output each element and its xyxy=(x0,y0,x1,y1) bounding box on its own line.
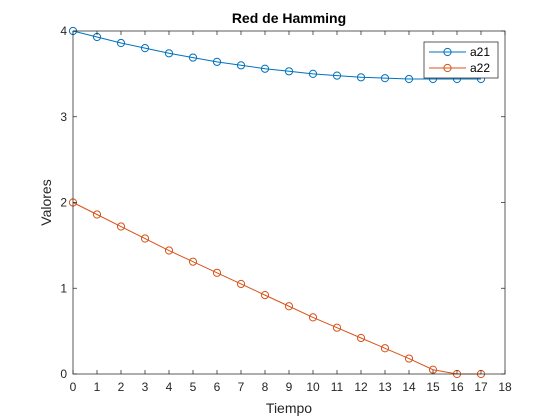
data-point-a22 xyxy=(236,279,246,289)
plot-area xyxy=(73,31,505,374)
x-tick-label: 6 xyxy=(214,380,221,394)
x-tick-label: 18 xyxy=(498,380,512,394)
x-tick-label: 9 xyxy=(286,380,293,394)
y-tick-label: 2 xyxy=(60,196,67,210)
y-tick-label: 4 xyxy=(60,24,67,38)
y-tick-label: 0 xyxy=(60,367,67,381)
x-tick-label: 4 xyxy=(166,380,173,394)
data-point-a21 xyxy=(236,61,246,70)
x-tick-label: 0 xyxy=(70,380,77,394)
data-point-a22 xyxy=(188,257,198,266)
data-point-a21 xyxy=(116,38,126,48)
series-a22 xyxy=(68,198,486,379)
y-tick-label: 3 xyxy=(60,110,67,124)
data-point-a21 xyxy=(188,53,198,62)
data-point-a21 xyxy=(164,49,174,58)
plot-frame xyxy=(72,30,506,375)
x-tick-label: 2 xyxy=(118,380,125,394)
data-point-a21 xyxy=(380,74,390,83)
data-point-a21 xyxy=(140,44,150,53)
x-tick-label: 3 xyxy=(142,380,149,394)
x-tick-label: 5 xyxy=(190,380,197,394)
chart-title: Red de Hamming xyxy=(232,10,346,26)
data-point-a22 xyxy=(404,354,414,363)
x-tick-label: 8 xyxy=(262,380,269,394)
legend-marker xyxy=(443,47,452,57)
data-point-a22 xyxy=(260,291,270,300)
x-tick-label: 13 xyxy=(378,380,392,394)
x-tick-label: 15 xyxy=(426,380,440,394)
x-tick-label: 14 xyxy=(402,380,416,394)
legend-item-a21: a21 xyxy=(429,45,490,59)
series-line-a22 xyxy=(72,202,481,375)
data-point-a21 xyxy=(404,74,414,84)
x-tick-label: 10 xyxy=(306,380,320,394)
legend-marker xyxy=(443,63,452,73)
y-tick-label: 1 xyxy=(60,281,67,295)
data-point-a22 xyxy=(116,222,126,231)
y-axis-label: Valores xyxy=(38,179,54,225)
x-tick-label: 12 xyxy=(354,380,368,394)
legend-label: a22 xyxy=(470,61,490,75)
x-tick-label: 11 xyxy=(331,380,344,394)
legend-label: a21 xyxy=(470,45,490,59)
data-point-a22 xyxy=(212,268,222,277)
x-tick-label: 16 xyxy=(450,380,464,394)
data-point-a22 xyxy=(380,344,390,353)
data-point-a22 xyxy=(308,313,318,322)
data-point-a21 xyxy=(284,67,294,76)
data-point-a21 xyxy=(308,69,318,78)
x-tick-label: 17 xyxy=(474,380,488,394)
data-point-a21 xyxy=(260,64,270,73)
data-point-a22 xyxy=(140,234,150,243)
data-point-a22 xyxy=(284,302,294,311)
data-point-a21 xyxy=(356,73,366,82)
x-tick-label: 1 xyxy=(94,380,101,394)
legend-item-a22: a22 xyxy=(429,61,490,75)
x-tick-label: 7 xyxy=(238,380,245,394)
series-layer xyxy=(68,26,486,379)
data-point-a22 xyxy=(356,333,366,343)
legend-box xyxy=(423,41,499,79)
data-point-a21 xyxy=(332,71,342,80)
data-point-a22 xyxy=(164,246,174,255)
data-point-a22 xyxy=(92,210,102,219)
data-point-a22 xyxy=(332,323,342,332)
x-axis-label: Tiempo xyxy=(266,400,312,416)
data-point-a21 xyxy=(212,57,222,66)
